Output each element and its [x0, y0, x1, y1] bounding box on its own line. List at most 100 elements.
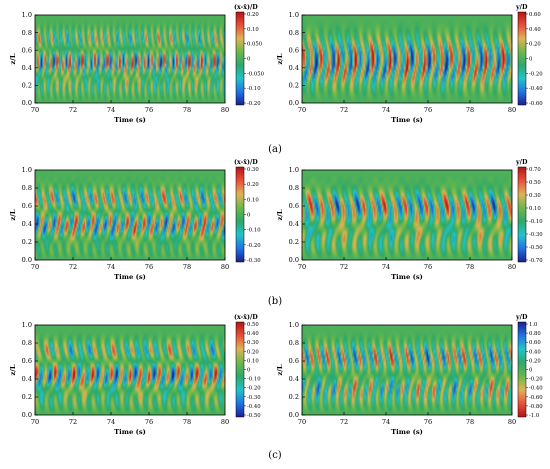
colorbar-tick-label: 0.40 — [247, 331, 259, 337]
colorbar — [235, 11, 245, 106]
colorbar-tick-label: 0.10 — [529, 206, 541, 212]
y-tick-label: 0.2 — [22, 82, 32, 90]
x-tick-label: 80 — [508, 263, 516, 271]
colorbar-title: (x-x̄)/D — [234, 314, 258, 321]
y-tick-label: 0.2 — [289, 82, 299, 90]
y-tick-label: 0.0 — [289, 256, 299, 264]
colorbar-tick-label: -0.20 — [247, 386, 261, 392]
x-tick-label: 74 — [382, 263, 390, 271]
y-tick-label: 0.4 — [22, 375, 32, 383]
y-tick-label: 0.0 — [289, 99, 299, 107]
colorbar-tick-label: 0.50 — [529, 180, 541, 186]
colorbar-tick-label: -1.0 — [529, 413, 540, 419]
colorbar-tick-label: -0.70 — [529, 258, 543, 264]
x-tick-label: 72 — [340, 106, 348, 114]
x-axis-label: Time (s) — [391, 116, 423, 124]
colorbar-tick-label: 0.10 — [247, 358, 259, 364]
colorbar-tick-label: -0.40 — [529, 386, 543, 392]
x-tick-label: 76 — [424, 263, 432, 271]
x-tick-label: 72 — [69, 418, 77, 426]
x-tick-label: 70 — [31, 418, 39, 426]
y-tick-label: 0.0 — [22, 99, 32, 107]
x-axis-label: Time (s) — [114, 428, 146, 436]
plot-frame — [301, 324, 513, 416]
colorbar-tick-label: -0.20 — [247, 243, 261, 249]
y-tick-label: 0.0 — [22, 411, 32, 419]
x-tick-label: 76 — [145, 263, 153, 271]
chart-1-1: 70 72 74 76 78 80 0.0 0.2 0.4 0.6 0.8 1.0 Time (s) z/… — [276, 159, 543, 281]
colorbar-tick-label: 0.40 — [529, 27, 541, 33]
colorbar-tick-label: 0.50 — [247, 322, 259, 328]
colorbar — [517, 166, 527, 263]
colorbar-tick-label: -0.60 — [529, 101, 543, 107]
chart-0-1: 70 72 74 76 78 80 0.0 0.2 0.4 0.6 0.8 1.0 Time (s) z/… — [276, 4, 543, 124]
x-axis-label: Time (s) — [114, 273, 146, 281]
colorbar-tick-label: -0.20 — [529, 377, 543, 383]
y-axis-label: z/L — [9, 364, 17, 375]
colorbar-title: y/D — [515, 4, 528, 11]
x-tick-label: 80 — [221, 418, 229, 426]
colorbar-tick-label: -0.30 — [529, 232, 543, 238]
y-tick-label: 0.8 — [289, 339, 299, 347]
plot-frame — [34, 14, 226, 104]
colorbar-tick-label: -0.50 — [529, 245, 543, 251]
x-tick-label: 72 — [340, 418, 348, 426]
y-tick-label: 1.0 — [289, 321, 299, 329]
colorbar-tick-label: 0.60 — [529, 12, 541, 18]
y-axis-label: z/L — [276, 209, 284, 220]
chart-2-1: 70 72 74 76 78 80 0.0 0.2 0.4 0.6 0.8 1.0 Time (s) z/… — [276, 314, 543, 436]
x-tick-label: 72 — [340, 263, 348, 271]
colorbar-tick-label: -0.50 — [247, 413, 261, 419]
colorbar-tick-label: 0.30 — [247, 340, 259, 346]
x-tick-label: 80 — [508, 106, 516, 114]
colorbar-title: (x-x̄)/D — [234, 159, 258, 166]
y-tick-label: 0.8 — [289, 184, 299, 192]
x-tick-label: 72 — [69, 106, 77, 114]
y-tick-label: 1.0 — [22, 166, 32, 174]
x-tick-label: 74 — [382, 418, 390, 426]
colorbar-tick-label: 0.10 — [247, 197, 259, 203]
colorbar-tick-label: -0.10 — [247, 228, 261, 234]
y-tick-label: 0.6 — [22, 202, 32, 210]
colorbar-tick-label: 0.20 — [529, 42, 541, 48]
colorbar-title: y/D — [515, 159, 528, 166]
plot-frame — [301, 14, 513, 104]
plot-frame — [34, 324, 226, 416]
x-axis-label: Time (s) — [391, 273, 423, 281]
colorbar-tick-label: 0.20 — [247, 12, 259, 18]
y-tick-label: 0.4 — [289, 375, 299, 383]
x-tick-label: 78 — [183, 418, 191, 426]
x-tick-label: 80 — [221, 263, 229, 271]
colorbar-tick-label: -0.10 — [247, 86, 261, 92]
colorbar-tick-label: 0 — [529, 57, 533, 63]
x-tick-label: 74 — [382, 106, 390, 114]
y-tick-label: 1.0 — [22, 321, 32, 329]
colorbar-tick-label: 0.20 — [247, 182, 259, 188]
x-tick-label: 78 — [183, 263, 191, 271]
colorbar-tick-label: 0 — [247, 213, 251, 219]
y-tick-label: 0.6 — [22, 46, 32, 54]
y-axis-label: z/L — [276, 53, 284, 64]
colorbar-tick-label: 0.10 — [247, 27, 259, 33]
colorbar-tick-label: 0 — [247, 368, 251, 374]
colorbar-tick-label: 0.20 — [247, 349, 259, 355]
x-tick-label: 74 — [107, 263, 115, 271]
y-tick-label: 0.2 — [22, 238, 32, 246]
colorbar-tick-label: -0.80 — [529, 404, 543, 410]
y-tick-label: 0.8 — [289, 29, 299, 37]
y-tick-label: 0.6 — [22, 357, 32, 365]
y-tick-label: 1.0 — [289, 11, 299, 19]
colorbar-title: (x-x̄)/D — [234, 4, 258, 11]
colorbar-tick-label: -0.30 — [247, 258, 261, 264]
plot-frame — [34, 169, 226, 261]
x-tick-label: 70 — [31, 263, 39, 271]
x-tick-label: 76 — [424, 106, 432, 114]
y-axis-label: z/L — [276, 364, 284, 375]
y-tick-label: 0.4 — [22, 64, 32, 72]
colorbar-tick-label: 0 — [529, 368, 533, 374]
x-tick-label: 80 — [508, 418, 516, 426]
colorbar-tick-label: 0.30 — [247, 167, 259, 173]
row-label-b: (b) — [268, 296, 282, 307]
heatmap-field — [302, 325, 512, 415]
